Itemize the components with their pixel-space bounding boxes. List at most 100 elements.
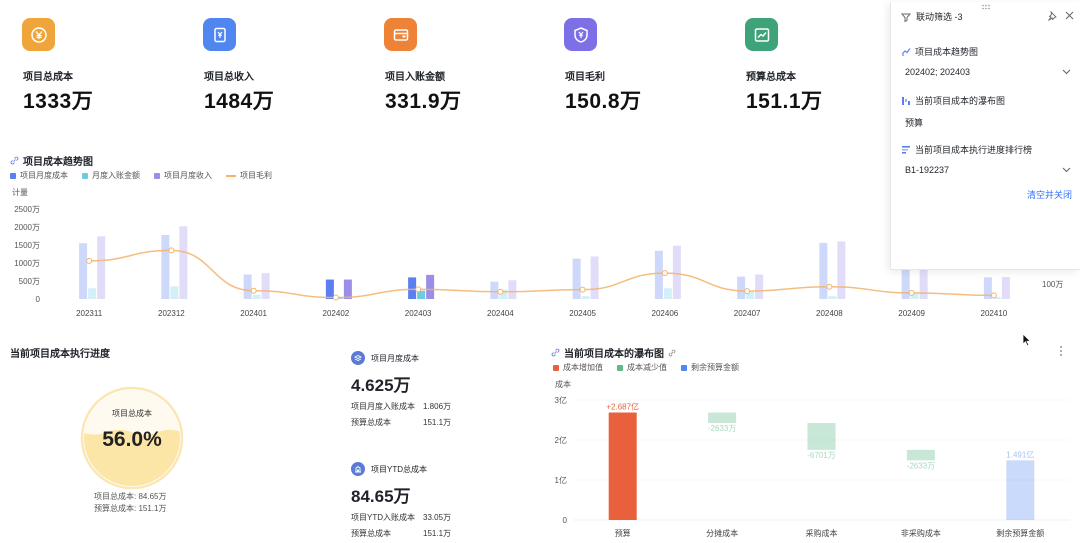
stat-row-value: 1.806万 xyxy=(423,402,452,411)
close-icon[interactable] xyxy=(1065,11,1074,20)
filter-label-text: 当前项目成本执行进度排行榜 xyxy=(915,145,1033,155)
x-tick-label: 202403 xyxy=(405,309,432,318)
trend-bar xyxy=(572,258,581,299)
kpi-title: 预算总成本 xyxy=(746,72,796,83)
waterfall-legend: 成本增加值 成本减少值 剩余预算金额 xyxy=(553,362,739,373)
yuan-card-icon xyxy=(203,18,236,51)
ranking-list-icon xyxy=(902,146,910,154)
legend-item-increase[interactable]: 成本增加值 xyxy=(553,362,603,373)
waterfall-data-label: 1.491亿 xyxy=(1006,449,1034,459)
progress-footnote-total: 项目总成本: 84.65万 xyxy=(94,492,167,501)
filter-select-value: 202402; 202403 xyxy=(905,67,971,77)
trend-bar xyxy=(508,280,517,299)
x-tick-label: 采购成本 xyxy=(806,528,838,538)
filter-select-waterfall[interactable]: 预算 xyxy=(905,116,1071,129)
mouse-cursor-icon xyxy=(1022,333,1032,347)
x-tick-label: 202404 xyxy=(487,309,514,318)
y-tick-label: 2亿 xyxy=(555,435,567,445)
legend-swatch xyxy=(553,364,559,371)
more-options-icon[interactable] xyxy=(1058,345,1064,357)
drag-handle-icon[interactable] xyxy=(981,4,991,10)
legend-swatch xyxy=(681,364,687,371)
profit-point xyxy=(579,286,586,293)
filter-select-ranking[interactable]: B1-192237 xyxy=(905,165,1071,175)
profit-point xyxy=(744,288,751,295)
stat-title: 项目月度成本 xyxy=(371,353,419,363)
trend-bar xyxy=(490,281,499,299)
x-tick-label: 剩余预算金额 xyxy=(996,528,1044,538)
trend-bar xyxy=(983,277,992,299)
x-tick-label: 预算 xyxy=(615,528,631,538)
profit-line xyxy=(89,249,994,299)
x-tick-label: 分摊成本 xyxy=(706,528,738,538)
stat-ytd-cost: 项目YTD总成本 84.65万 项目YTD入账成本 33.05万 预算总成本 151… xyxy=(351,462,451,539)
legend-item-monthly-cost[interactable]: 项目月度成本 xyxy=(10,170,68,181)
trend-bar xyxy=(325,279,334,299)
filter-select-trend[interactable]: 202402; 202403 xyxy=(905,67,1071,77)
kpi-card-gross-profit: 项目毛利 150.8万 xyxy=(564,18,734,118)
line-chart-icon xyxy=(901,48,911,56)
waterfall-data-label: +2.687亿 xyxy=(606,402,639,412)
pin-icon[interactable] xyxy=(1047,11,1057,21)
legend-swatch xyxy=(10,172,16,179)
trend-bar xyxy=(426,274,435,299)
legend-item-decrease[interactable]: 成本减少值 xyxy=(617,362,667,373)
y-tick-label: 1亿 xyxy=(555,475,567,485)
stat-row-value: 33.05万 xyxy=(423,513,452,522)
trend-bar xyxy=(97,236,106,299)
stat-row: 预算总成本 151.1万 xyxy=(351,528,451,539)
stat-title: 项目YTD总成本 xyxy=(371,464,427,474)
legend-label: 项目毛利 xyxy=(240,171,272,180)
trend-chart-title-text: 项目成本趋势图 xyxy=(23,157,93,168)
profit-point xyxy=(826,283,833,290)
x-tick-label: 非采购成本 xyxy=(901,528,941,538)
trend-bar xyxy=(910,293,919,299)
clear-and-close-link[interactable]: 清空并关闭 xyxy=(1026,190,1072,200)
x-tick-label: 202407 xyxy=(734,309,761,318)
building-icon xyxy=(351,462,365,476)
legend-swatch xyxy=(154,172,160,179)
yuan-coin-icon xyxy=(22,18,55,51)
waterfall-bar xyxy=(906,449,935,461)
legend-item-entry-amount[interactable]: 月度入账金额 xyxy=(82,170,140,181)
y-tick-label: 500万 xyxy=(19,277,40,286)
trend-chart-title: 项目成本趋势图 xyxy=(10,153,93,168)
gauge-fill xyxy=(84,429,180,486)
stat-row-value: 151.1万 xyxy=(423,418,452,427)
filter-label-text: 当前项目成本的瀑布图 xyxy=(915,96,1006,106)
filter-linkage-icon xyxy=(901,13,911,22)
waterfall-bar xyxy=(608,412,637,520)
trend-bar xyxy=(746,291,755,299)
panel-header: 联动筛选 -3 xyxy=(901,10,963,23)
y-tick-label: 2000万 xyxy=(14,223,40,232)
kpi-value: 1333万 xyxy=(23,90,94,113)
stat-row-value: 151.1万 xyxy=(423,529,452,538)
linked-filter-panel[interactable]: 联动筛选 -3 项目成本趋势图 202402; 202403 当前项目成本的瀑布… xyxy=(890,2,1080,270)
trend-bar xyxy=(654,250,663,299)
legend-item-profit[interactable]: 项目毛利 xyxy=(226,170,272,181)
trend-bar xyxy=(179,226,188,299)
edit-link-icon[interactable] xyxy=(668,349,676,357)
waterfall-bar xyxy=(807,423,836,450)
trend-bar xyxy=(819,242,828,299)
x-tick-label: 202312 xyxy=(158,309,185,318)
y2-tick-label: 100万 xyxy=(1042,280,1063,289)
y-axis-unit: 成本 xyxy=(555,379,571,389)
trend-bar xyxy=(837,241,846,299)
kpi-value: 151.1万 xyxy=(746,90,823,113)
trend-bar xyxy=(901,241,910,299)
legend-label: 月度入账金额 xyxy=(92,171,140,180)
legend-item-monthly-income[interactable]: 项目月度收入 xyxy=(154,170,212,181)
legend-item-remaining[interactable]: 剩余预算金额 xyxy=(681,362,739,373)
filter-label-text: 项目成本趋势图 xyxy=(915,47,979,57)
trend-bar xyxy=(252,294,261,299)
trend-bar xyxy=(992,296,1001,299)
filter-label-waterfall: 当前项目成本的瀑布图 xyxy=(901,94,1005,107)
kpi-title: 项目入账金额 xyxy=(385,72,445,83)
progress-footnote-budget: 预算总成本: 151.1万 xyxy=(94,504,167,513)
kpi-card-total-income: 项目总收入 1484万 xyxy=(203,18,373,118)
trend-bar xyxy=(499,289,508,299)
trend-bar xyxy=(663,288,672,299)
filter-select-value: B1-192237 xyxy=(905,165,950,175)
profit-point xyxy=(86,257,93,264)
